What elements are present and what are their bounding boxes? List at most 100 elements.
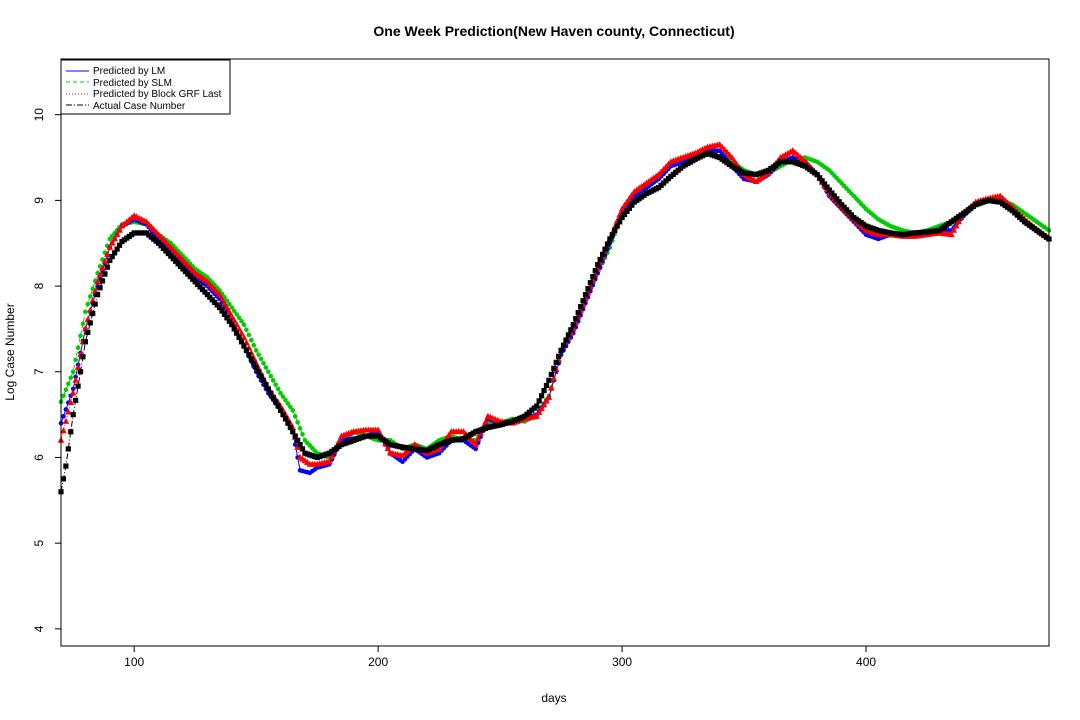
point-2-240 (472, 441, 480, 448)
point-3-285 (582, 292, 589, 298)
point-1-154 (263, 365, 269, 370)
point-3-72 (63, 463, 69, 469)
point-2-271 (548, 384, 555, 391)
point-1-142 (234, 312, 239, 317)
point-3-144 (238, 339, 245, 345)
point-3-153 (260, 377, 267, 383)
point-1-148 (248, 337, 254, 343)
point-3-290 (595, 262, 601, 268)
point-3-143 (236, 334, 242, 341)
plot-area (60, 58, 1050, 647)
point-2-74 (67, 399, 75, 406)
point-3-154 (263, 382, 269, 388)
point-2-229 (445, 431, 453, 438)
point-1-159 (275, 386, 281, 392)
point-3-85 (94, 292, 101, 298)
point-3-169 (299, 446, 306, 452)
point-3-71 (60, 476, 67, 482)
point-3-297 (612, 227, 618, 233)
point-2-266 (535, 408, 543, 415)
point-3-142 (234, 330, 240, 336)
point-2-73 (65, 408, 72, 415)
point-3-139 (226, 318, 232, 324)
point-3-274 (556, 353, 562, 359)
point-1-169 (300, 432, 305, 437)
point-3-273 (553, 359, 559, 365)
point-3-295 (607, 236, 613, 242)
point-3-75 (70, 412, 76, 418)
point-3-382 (819, 178, 825, 184)
point-3-78 (77, 369, 84, 375)
point-2-138 (223, 303, 231, 310)
point-2-301 (621, 201, 628, 208)
point-3-91 (109, 254, 115, 260)
series-line-1 (60, 150, 1050, 459)
point-1-158 (273, 382, 278, 387)
point-1-78 (78, 333, 83, 339)
point-3-156 (268, 390, 274, 396)
point-2-135 (216, 291, 223, 298)
series-line-0 (60, 150, 1050, 474)
point-3-87 (99, 278, 106, 284)
point-3-389 (836, 199, 842, 205)
point-3-160 (277, 407, 284, 413)
point-2-241 (474, 435, 482, 442)
point-2-140 (228, 312, 236, 319)
point-3-286 (585, 286, 591, 292)
point-3-94 (116, 242, 123, 248)
point-3-163 (285, 420, 291, 426)
point-2-300 (618, 205, 626, 212)
point-3-145 (241, 343, 247, 349)
point-3-268 (541, 388, 547, 394)
point-1-138 (224, 298, 230, 303)
legend: Predicted by LM Predicted by SLM Predict… (60, 59, 231, 115)
point-2-244 (482, 418, 489, 425)
point-2-268 (540, 401, 548, 408)
point-2-77 (74, 363, 82, 370)
point-1-79 (80, 321, 86, 327)
point-3-80 (82, 339, 88, 345)
point-2-90 (106, 243, 114, 250)
point-1-146 (244, 327, 249, 333)
point-1-165 (290, 408, 296, 413)
point-3-387 (831, 193, 837, 199)
point-3-281 (573, 316, 579, 322)
point-2-435 (948, 231, 955, 238)
point-3-76 (73, 397, 79, 403)
point-3-89 (104, 264, 110, 270)
point-3-265 (534, 403, 540, 409)
point-2-145 (240, 333, 248, 340)
point-2-302 (623, 198, 631, 205)
point-3-291 (597, 256, 603, 263)
point-3-280 (570, 322, 576, 328)
point-2-181 (328, 453, 336, 460)
point-3-136 (219, 308, 225, 314)
point-3-293 (602, 246, 608, 252)
point-1-143 (236, 315, 242, 321)
point-1-162 (283, 397, 288, 403)
point-3-288 (590, 274, 596, 280)
point-1-155 (266, 369, 271, 375)
point-3-168 (297, 442, 303, 448)
point-3-283 (578, 304, 584, 310)
point-2-141 (230, 316, 238, 323)
point-1-81 (85, 301, 91, 307)
point-2-304 (628, 191, 636, 198)
point-1-147 (246, 332, 252, 338)
point-3-148 (248, 356, 254, 362)
point-3-151 (256, 369, 262, 375)
point-1-73 (66, 381, 71, 387)
point-3-296 (609, 232, 615, 238)
series-line-3 (60, 152, 1050, 492)
point-2-86 (96, 271, 104, 278)
point-2-89 (104, 250, 111, 257)
point-3-384 (824, 184, 830, 190)
point-3-278 (565, 332, 572, 338)
point-1-153 (261, 360, 266, 366)
point-2-142 (233, 321, 240, 328)
point-3-284 (580, 298, 586, 304)
point-3-135 (216, 304, 223, 311)
point-3-166 (292, 433, 298, 439)
point-3-149 (251, 360, 257, 366)
point-3-381 (817, 175, 823, 181)
